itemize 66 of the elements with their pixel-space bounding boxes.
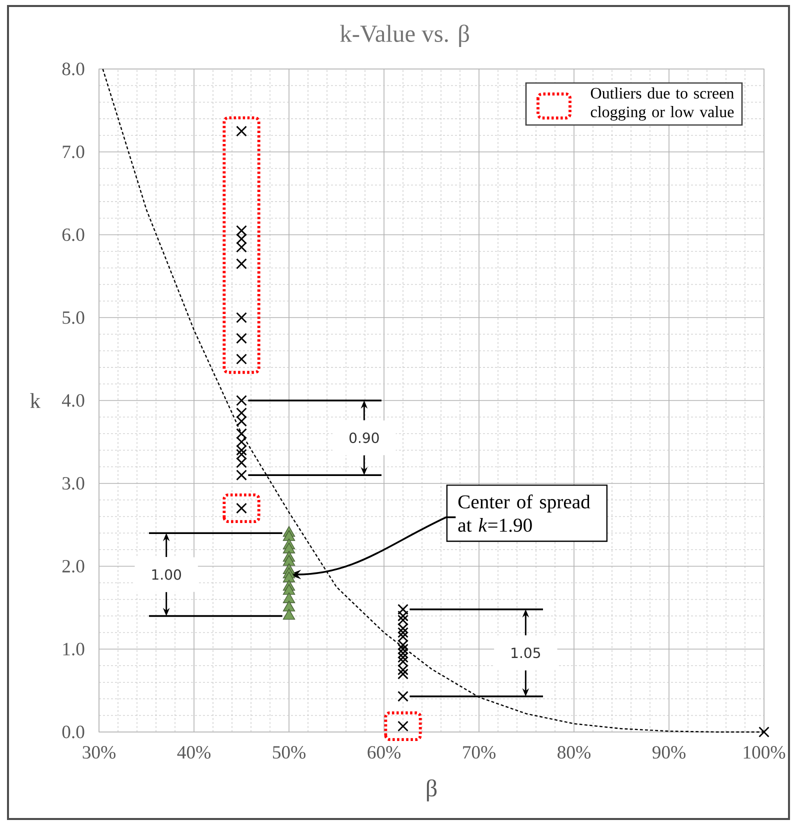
- point: [282, 608, 296, 620]
- point: [398, 668, 408, 680]
- x-axis-title: β: [426, 779, 437, 802]
- point: [398, 614, 408, 626]
- x-tick-label: 80%: [558, 746, 590, 759]
- point: [398, 652, 408, 663]
- y-tick-label: 1.0: [63, 642, 84, 656]
- y-tick-label: 0.0: [62, 726, 84, 738]
- point: [236, 225, 247, 236]
- x-tick-label: 50%: [272, 746, 306, 759]
- y-tick-label: 8.0: [62, 62, 84, 76]
- point: [398, 622, 408, 634]
- point: [282, 584, 296, 595]
- x-tick-label: 70%: [463, 746, 496, 759]
- point: [236, 444, 247, 456]
- point: [236, 407, 247, 418]
- point: [236, 354, 247, 365]
- point: [236, 470, 247, 481]
- y-tick-label: 4.0: [62, 394, 84, 407]
- point: [236, 233, 247, 244]
- point: [282, 600, 296, 612]
- point: [282, 572, 296, 582]
- point: [398, 627, 408, 638]
- line-series: [102, 68, 765, 733]
- annotation: 1.00: [152, 569, 181, 580]
- x-tick-label: 40%: [177, 746, 210, 759]
- point: [282, 592, 296, 604]
- point: [282, 542, 296, 554]
- y-tick-label: 7.0: [62, 146, 84, 158]
- point: [236, 448, 247, 460]
- annotation: Center of spread at k=1.90: [458, 494, 590, 532]
- point: [398, 644, 408, 655]
- y-tick-label: 3.0: [62, 477, 84, 490]
- point: [282, 530, 296, 541]
- point: [398, 610, 408, 622]
- point: [236, 242, 247, 253]
- point: [398, 664, 408, 676]
- point: [398, 690, 408, 702]
- point: [236, 258, 247, 270]
- point: [236, 332, 247, 344]
- annotation: 0.90: [350, 432, 379, 444]
- point: [398, 640, 408, 650]
- point: [758, 726, 770, 738]
- point: [236, 416, 247, 427]
- point: [236, 126, 247, 137]
- point: [282, 555, 296, 566]
- x-tick-label: 100%: [744, 746, 786, 759]
- x-tick-label: 90%: [652, 746, 686, 759]
- x-tick-label: 60%: [368, 746, 400, 759]
- chart-title: k-Value vs. β: [340, 24, 469, 47]
- point: [398, 604, 408, 615]
- point: [398, 631, 408, 642]
- point: [236, 436, 247, 448]
- point: [236, 457, 247, 468]
- annotation: 1.05: [512, 648, 540, 658]
- point: [398, 648, 408, 659]
- y-tick-label: 6.0: [62, 228, 84, 242]
- point: [236, 312, 247, 324]
- x-tick-label: 30%: [82, 746, 116, 759]
- y-tick-label: 5.0: [62, 311, 84, 324]
- point: [398, 656, 408, 668]
- point: [236, 395, 247, 406]
- y-axis-title: k: [30, 393, 40, 408]
- annotation: Outliers due to screen clogging or low value: [590, 87, 734, 121]
- y-tick-label: 2.0: [62, 560, 84, 573]
- point: [236, 428, 247, 440]
